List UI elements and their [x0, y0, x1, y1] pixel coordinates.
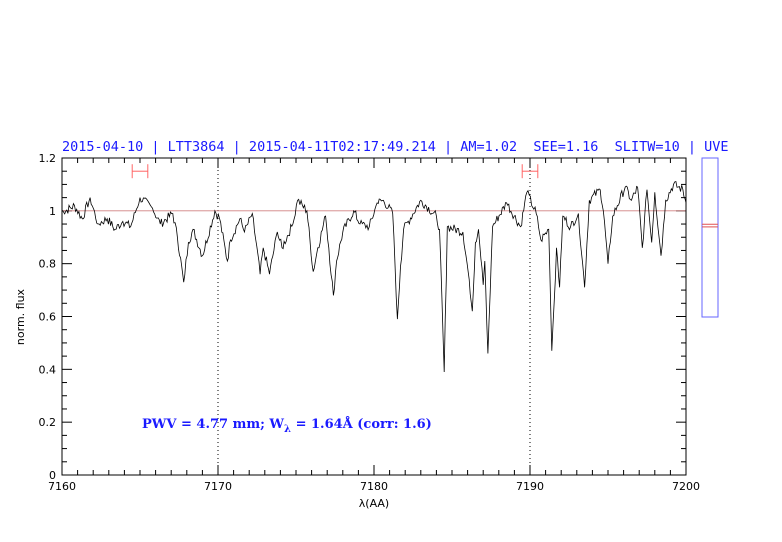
y-tick-label: 0.4	[39, 363, 57, 376]
spectrum-line	[61, 180, 687, 373]
x-tick-label: 7200	[672, 480, 700, 493]
y-tick-label: 1.2	[39, 152, 57, 165]
pwv-annotation: PWV = 4.77 mm; Wλ = 1.64Å (corr: 1.6)	[142, 416, 432, 435]
interval-marker	[131, 164, 149, 179]
x-tick-label: 7170	[204, 480, 232, 493]
annotation-subscript: λ	[284, 424, 291, 435]
annotation-suffix: = 1.64Å (corr: 1.6)	[291, 416, 432, 432]
x-tick-label: 7180	[360, 480, 388, 493]
y-axis-label: norm. flux	[14, 288, 27, 345]
y-tick-label: 0.6	[39, 311, 57, 324]
side-panel-box	[701, 157, 719, 318]
y-tick-label: 0.2	[39, 416, 57, 429]
y-tick-label: 0.8	[39, 258, 57, 271]
annotation-prefix: PWV = 4.77 mm; W	[142, 417, 284, 432]
x-tick-label: 7190	[516, 480, 544, 493]
y-tick-label: 1	[49, 205, 56, 218]
chart-title: 2015-04-10 | LTT3864 | 2015-04-11T02:17:…	[62, 139, 728, 155]
plot-frame	[61, 157, 687, 476]
interval-marker	[521, 164, 539, 179]
x-tick-label: 7160	[48, 480, 76, 493]
y-tick-label: 0	[49, 469, 56, 482]
x-axis-label: λ(AA)	[359, 497, 389, 510]
